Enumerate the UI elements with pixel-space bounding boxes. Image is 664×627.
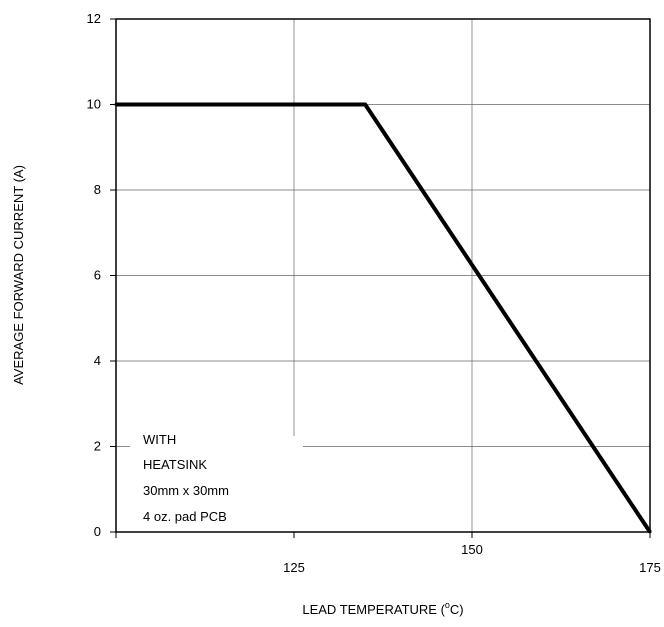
y-tick-label: 2: [94, 439, 101, 454]
curve-point: [114, 103, 118, 106]
y-axis-ticks: 0 2 4 6 8 10 12: [87, 11, 116, 539]
y-tick-label: 8: [94, 182, 101, 197]
y-axis-label: AVERAGE FORWARD CURRENT (A): [11, 165, 26, 385]
annotation-line: 4 oz. pad PCB: [143, 509, 227, 524]
y-tick-label: 10: [87, 97, 101, 112]
annotation-line: HEATSINK: [143, 457, 207, 472]
x-tick-label: 175: [639, 560, 661, 575]
x-tick-label: 150: [461, 542, 483, 557]
x-axis-label: LEAD TEMPERATURE (oC): [302, 600, 463, 617]
y-tick-label: 6: [94, 268, 101, 283]
y-tick-label: 4: [94, 353, 101, 368]
x-tick-label: 125: [283, 560, 305, 575]
y-tick-label: 0: [94, 524, 101, 539]
annotation-line: WITH: [143, 432, 176, 447]
series-layer: [114, 102, 652, 534]
x-axis-label-superscript: o: [445, 600, 450, 610]
annotation-text: WITH HEATSINK 30mm x 30mm 4 oz. pad PCB: [143, 432, 229, 524]
annotation-box-tail: [248, 436, 303, 532]
curve-point: [363, 103, 367, 106]
x-axis-ticks: 125 150 175: [115, 532, 661, 575]
annotation-box: [130, 428, 248, 532]
curve-point: [648, 530, 652, 534]
annotation-background: [130, 428, 303, 532]
y-tick-label: 12: [87, 11, 101, 26]
annotation-line: 30mm x 30mm: [143, 483, 229, 498]
